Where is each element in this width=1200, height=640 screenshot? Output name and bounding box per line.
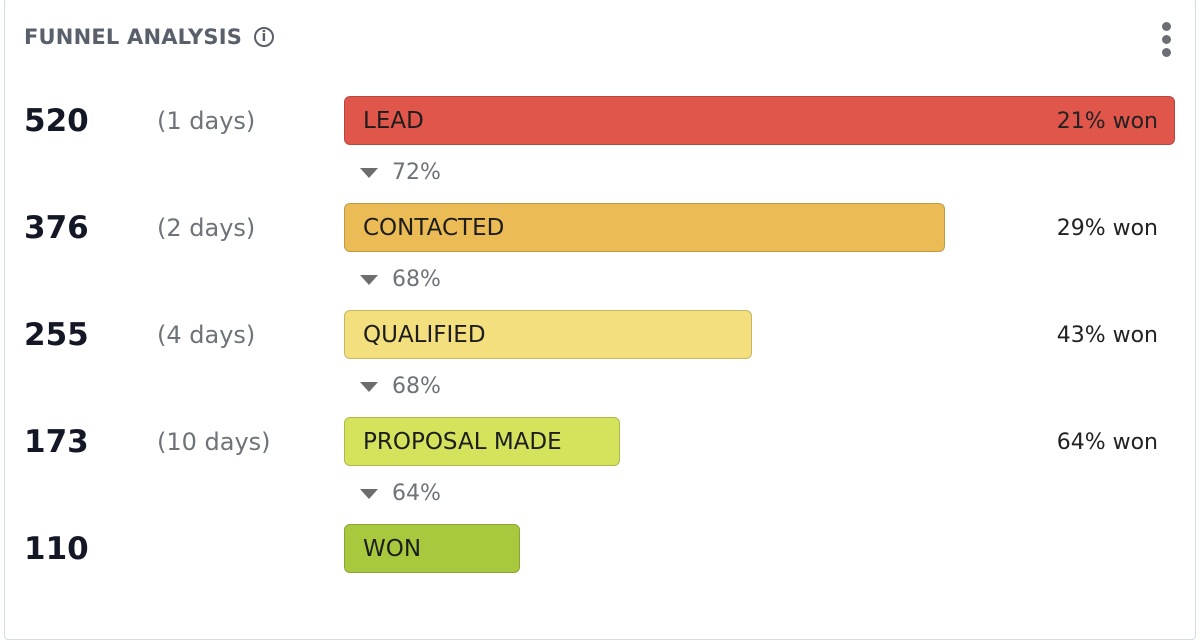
stage-conversion: 68% <box>360 267 441 292</box>
stage-label: QUALIFIED <box>363 322 486 348</box>
triangle-down-icon <box>360 381 378 392</box>
funnel-bar-won[interactable] <box>344 524 520 573</box>
stage-won-rate: 29% won <box>1056 216 1158 241</box>
stage-count: 255 <box>24 317 89 353</box>
conversion-rate: 68% <box>392 374 441 399</box>
stage-count: 173 <box>24 424 89 460</box>
stage-count: 376 <box>24 210 89 246</box>
stage-conversion: 64% <box>360 481 441 506</box>
stage-duration: (4 days) <box>157 321 256 349</box>
stage-conversion: 72% <box>360 160 441 185</box>
funnel-bar-contacted[interactable] <box>344 203 945 252</box>
triangle-down-icon <box>360 167 378 178</box>
stage-label: PROPOSAL MADE <box>363 429 562 455</box>
stage-count: 520 <box>24 103 89 139</box>
stage-duration: (10 days) <box>157 428 271 456</box>
conversion-rate: 68% <box>392 267 441 292</box>
stage-duration: (2 days) <box>157 214 256 242</box>
stage-won-rate: 43% won <box>1056 323 1158 348</box>
info-circle-icon[interactable]: i <box>254 27 275 47</box>
triangle-down-icon <box>360 274 378 285</box>
conversion-rate: 72% <box>392 160 441 185</box>
funnel-bar-proposal-made[interactable] <box>344 417 620 466</box>
funnel-bar-lead[interactable] <box>344 96 1175 145</box>
stage-won-rate: 64% won <box>1056 430 1158 455</box>
conversion-rate: 64% <box>392 481 441 506</box>
stage-won-rate: 21% won <box>1056 109 1158 134</box>
card-title: FUNNEL ANALYSIS i <box>24 25 275 49</box>
funnel-bar-qualified[interactable] <box>344 310 752 359</box>
kebab-menu-icon[interactable] <box>1160 22 1172 61</box>
stage-label: LEAD <box>363 108 424 134</box>
card-title-text: FUNNEL ANALYSIS <box>24 25 243 49</box>
stage-conversion: 68% <box>360 374 441 399</box>
stage-label: WON <box>363 536 422 562</box>
triangle-down-icon <box>360 488 378 499</box>
stage-count: 110 <box>24 531 89 567</box>
stage-duration: (1 days) <box>157 107 256 135</box>
stage-label: CONTACTED <box>363 215 505 241</box>
